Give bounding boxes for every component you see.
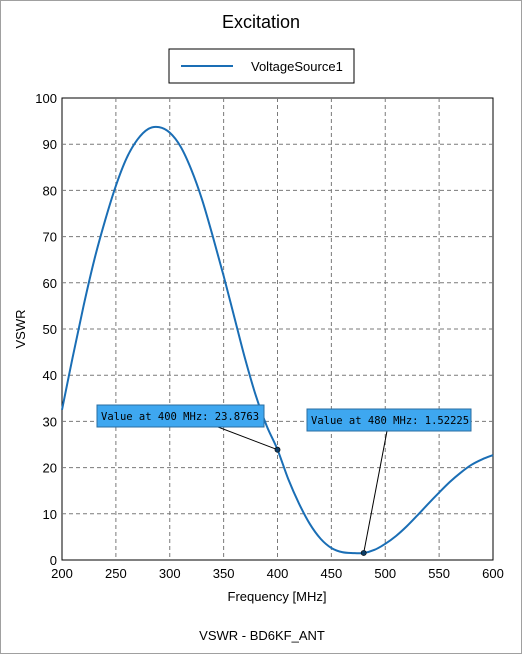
x-tick-label: 350 bbox=[213, 566, 235, 581]
annotation-box bbox=[96, 404, 265, 428]
annotation-marker bbox=[274, 446, 281, 453]
x-tick-label: 250 bbox=[105, 566, 127, 581]
y-tick-label: 80 bbox=[43, 183, 57, 198]
annotation-marker bbox=[360, 550, 367, 556]
x-tick-label: 500 bbox=[374, 566, 396, 581]
y-tick-label: 70 bbox=[43, 230, 57, 245]
legend-entry-voltagesource1: VoltageSource1 bbox=[251, 59, 343, 74]
y-tick-label: 30 bbox=[43, 414, 57, 429]
y-tick-label: 10 bbox=[43, 507, 57, 522]
y-tick-label: 20 bbox=[43, 461, 57, 476]
annotation-leader bbox=[363, 430, 388, 554]
y-tick-label: 60 bbox=[43, 276, 57, 291]
annotation-label: Value at 480 MHz: 1.52225 bbox=[311, 415, 469, 427]
x-axis-label: Frequency [MHz] bbox=[228, 589, 327, 604]
x-tick-label: 200 bbox=[51, 566, 73, 581]
annotation-box bbox=[306, 408, 472, 432]
annotations-layer: Value at 400 MHz: 23.8763 Value at 480 MH… bbox=[96, 404, 472, 556]
chart-title: Excitation bbox=[222, 12, 300, 32]
x-tick-label: 450 bbox=[321, 566, 343, 581]
x-tick-label: 600 bbox=[482, 566, 504, 581]
x-tick-label: 550 bbox=[428, 566, 450, 581]
annotation-label: Value at 400 MHz: 23.8763 bbox=[101, 411, 259, 423]
y-tick-label: 0 bbox=[50, 553, 57, 568]
y-tick-label: 50 bbox=[43, 322, 57, 337]
y-axis-label: VSWR bbox=[13, 310, 28, 349]
legend[interactable]: VoltageSource1 bbox=[168, 48, 355, 84]
x-tick-label: 300 bbox=[159, 566, 181, 581]
y-tick-label: 100 bbox=[35, 91, 57, 106]
tick-labels: 200 250 300 350 400 450 500 550 600 0 10 20 30 40 50 60… bbox=[35, 91, 504, 581]
annotation-480mhz[interactable]: Value at 480 MHz: 1.52225 bbox=[306, 408, 472, 556]
x-tick-label: 400 bbox=[267, 566, 289, 581]
annotation-400mhz[interactable]: Value at 400 MHz: 23.8763 bbox=[96, 404, 281, 453]
chart-footer: VSWR - BD6KF_ANT bbox=[199, 628, 325, 643]
y-tick-label: 40 bbox=[43, 368, 57, 383]
y-tick-label: 90 bbox=[43, 137, 57, 152]
